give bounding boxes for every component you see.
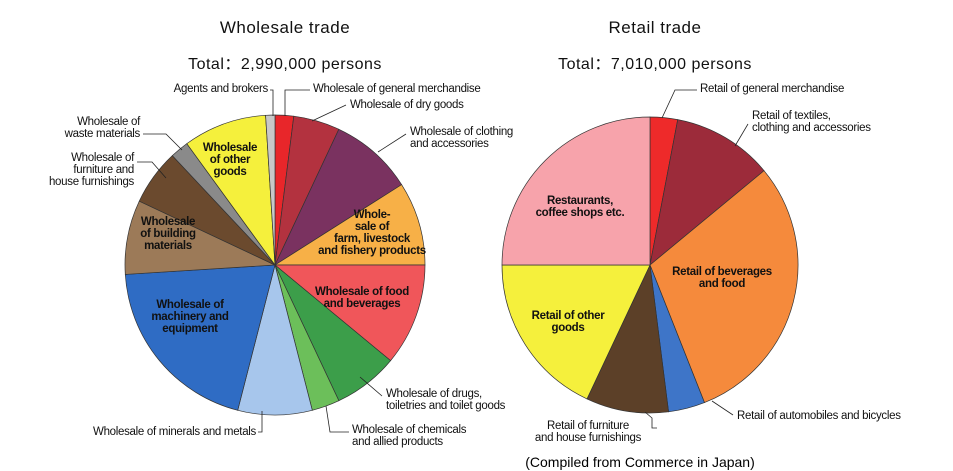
leader-line (270, 89, 274, 116)
pie-slice (649, 119, 765, 266)
pie-slice (274, 264, 426, 362)
pie-slice (273, 184, 426, 266)
leader-line (734, 123, 749, 147)
leader-line (661, 89, 697, 119)
leader-line (258, 411, 263, 433)
slice-label: Retail of textiles, clothing and accesso… (752, 110, 871, 134)
pie-slice (124, 264, 276, 411)
leader-line (711, 400, 734, 416)
source: (Compiled from Commerce in Japan) (525, 454, 755, 470)
slice-label: Wholesale of food and beverages (315, 286, 409, 310)
leader-line (359, 376, 383, 397)
pie-slice (274, 128, 403, 266)
slice-label: Wholesale of furniture and house furnish… (48, 152, 134, 188)
leader-line (137, 161, 167, 179)
chart-title: Wholesale trade (219, 18, 351, 37)
slice-label: Agents and brokers (173, 83, 269, 95)
leader-line (143, 133, 183, 151)
slice-label: Wholesale of chemicals and allied produc… (352, 424, 467, 448)
slice-label: Wholesale of machinery and equipment (151, 299, 229, 335)
pie-slice (649, 170, 799, 404)
pie-slice (501, 264, 651, 400)
pie-slice (501, 116, 651, 266)
slice-label: Wholesale of minerals and metals (93, 426, 256, 438)
pie-slice (186, 114, 276, 267)
leader-line (644, 411, 657, 429)
slice-label: Wholesale of clothing and accessories (410, 126, 514, 150)
slice-label: Wholesale of waste materials (64, 116, 141, 140)
slice-label: Wholesale of other goods (202, 142, 258, 178)
leader-line (311, 104, 347, 122)
slice-label: Whole- sale of farm, livestock and fishe… (318, 209, 426, 257)
slice-label: Retail of automobiles and bicycles (737, 410, 901, 422)
slice-label: Retail of general merchandise (700, 83, 845, 95)
leader-line (377, 133, 407, 153)
pie-slice (265, 114, 276, 266)
chart-title: Retail trade (608, 18, 702, 37)
chart-subtitle: Total：2,990,000 persons (188, 56, 382, 73)
slice-label: Wholesale of general merchandise (313, 83, 481, 95)
leader-line (284, 89, 310, 116)
slice-label: Retail of other goods (531, 310, 605, 334)
slice-label: Wholesale of building materials (140, 216, 196, 252)
slice-label: Restaurants, coffee shops etc. (535, 195, 625, 219)
slice-label: Wholesale of dry goods (350, 99, 464, 111)
slice-label: Retail of beverages and food (672, 266, 772, 290)
slice-label: Retail of furniture and house furnishing… (534, 420, 642, 444)
leader-line (325, 405, 349, 433)
slice-label: Wholesale of drugs, toiletries and toile… (386, 388, 506, 412)
pie-slice (586, 263, 669, 414)
chart-subtitle: Total：7,010,000 persons (558, 56, 752, 73)
